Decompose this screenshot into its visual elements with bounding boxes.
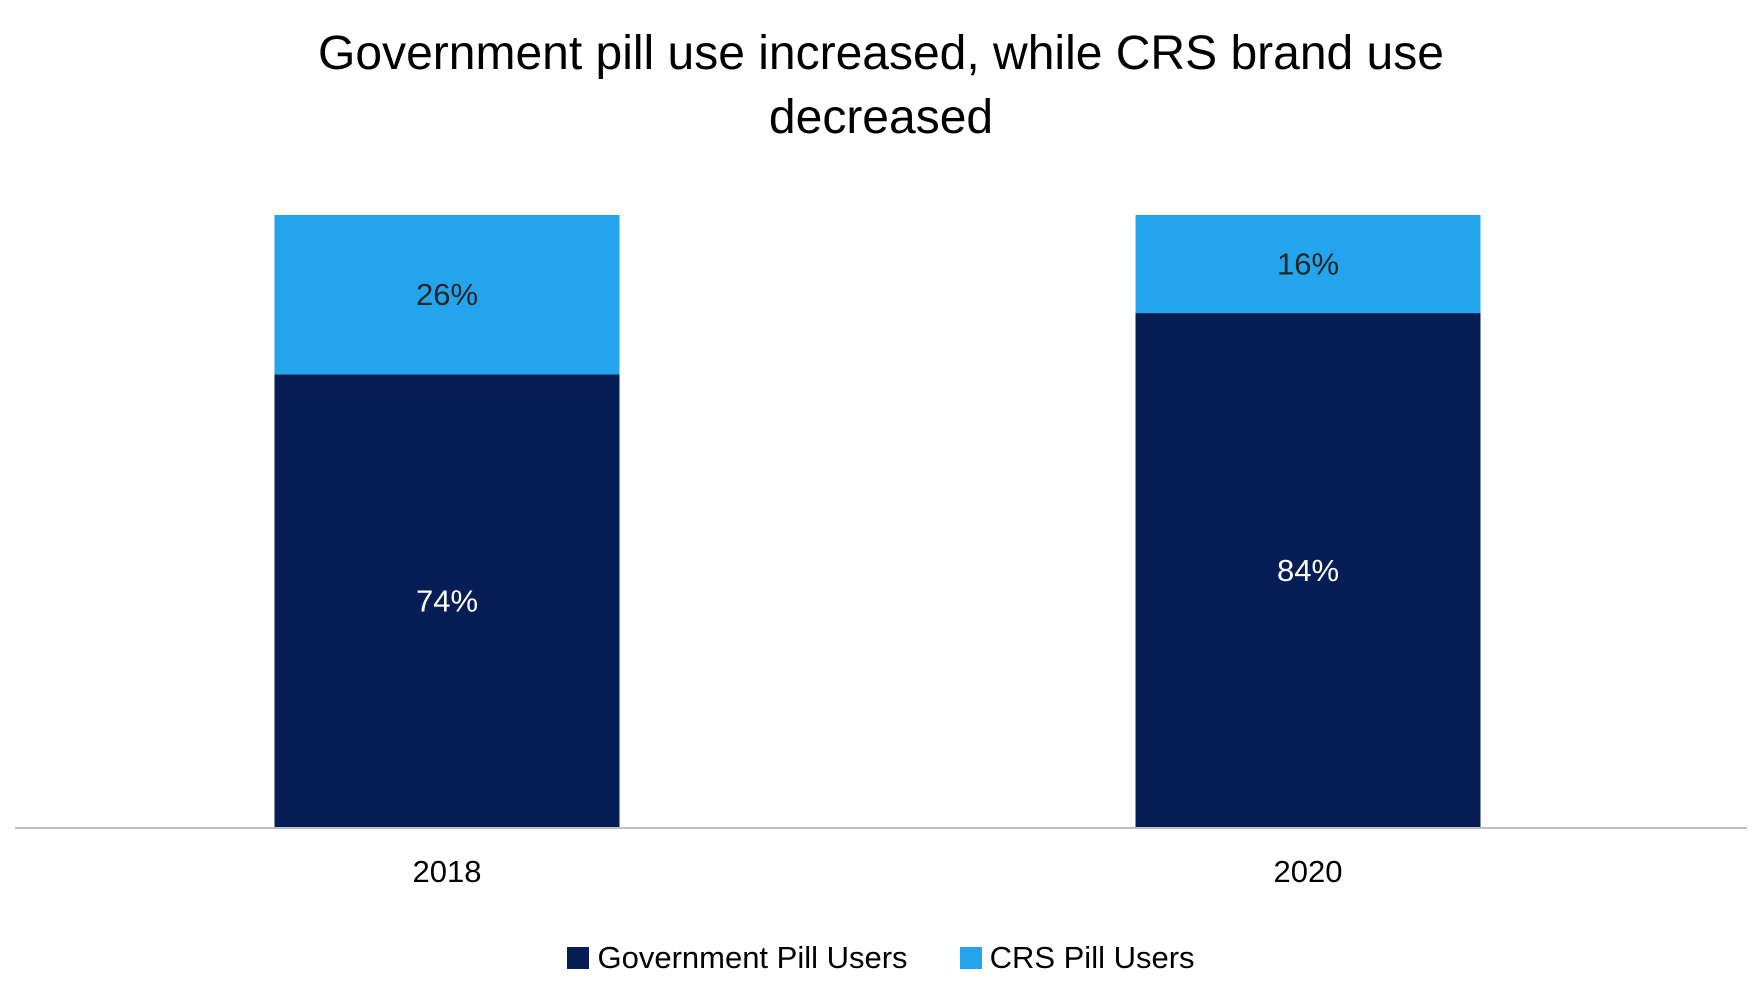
bar-segment-crs-2018 (274, 215, 620, 375)
bar-segment-government-2020 (1135, 313, 1481, 829)
bar-segment-government-2018 (274, 374, 620, 828)
data-label-government-2020: 84% (1277, 553, 1339, 588)
legend-item-crs: CRS Pill Users (959, 938, 1195, 978)
chart-title-line-1: Government pill use increased, while CRS… (318, 27, 1444, 80)
chart-title-line-2: decreased (768, 91, 994, 144)
legend-label-government: Government Pill Users (597, 940, 908, 975)
bar-segment-crs-2020 (1135, 215, 1481, 314)
chart-title: Government pill use increased, while CRS… (0, 22, 1762, 150)
data-label-crs-2020: 16% (1277, 247, 1339, 282)
bars-layer (274, 215, 1481, 829)
legend-swatch-government (567, 947, 590, 969)
x-tick-label-2020: 2020 (1274, 854, 1343, 889)
data-labels-layer: 74% 26% 84% 16% (416, 247, 1339, 619)
legend-label-crs: CRS Pill Users (989, 940, 1195, 975)
legend-item-government: Government Pill Users (567, 938, 908, 978)
x-tick-label-2018: 2018 (413, 854, 482, 889)
data-label-government-2018: 74% (416, 584, 478, 619)
data-label-crs-2018: 26% (416, 277, 478, 312)
legend: Government Pill Users CRS Pill Users (0, 938, 1762, 978)
legend-swatch-crs (959, 947, 982, 969)
x-tick-labels: 2018 2020 (413, 854, 1343, 889)
